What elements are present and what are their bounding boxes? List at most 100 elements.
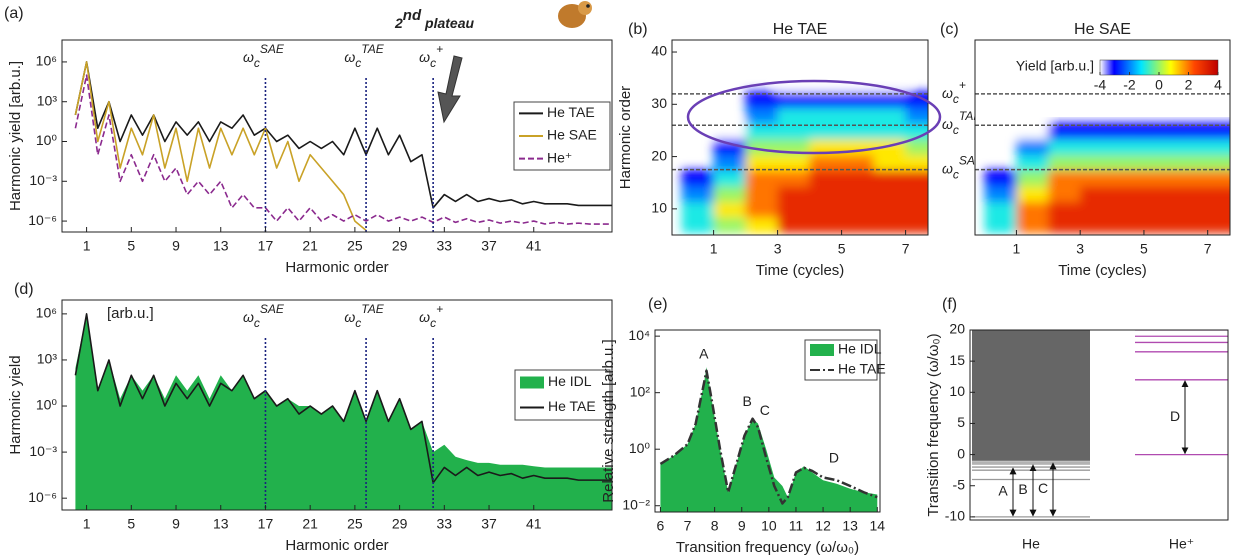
omega-sub: c xyxy=(430,56,436,70)
heat-cell xyxy=(1048,122,1082,140)
species-label: He⁺ xyxy=(1169,536,1194,552)
transition-label: B xyxy=(1018,481,1027,497)
highlight-ellipse xyxy=(686,79,942,155)
heat-cell xyxy=(809,153,843,171)
plot-content xyxy=(659,367,878,512)
x-tick-label: 6 xyxy=(657,518,665,534)
x-tick-label: 7 xyxy=(684,518,692,534)
peak-label: B xyxy=(742,393,751,409)
heat-cell xyxy=(841,106,875,124)
omega-sub: c xyxy=(953,168,959,182)
heat-cell xyxy=(873,91,907,108)
x-tick-label: 25 xyxy=(347,238,363,254)
mascot-head xyxy=(578,1,592,15)
heat-cell xyxy=(1143,201,1177,218)
heat-cell xyxy=(905,185,928,203)
y-tick-label: 10² xyxy=(630,383,651,399)
heat-cell xyxy=(984,169,1018,187)
y-tick-label: 20 xyxy=(949,321,965,337)
heat-cell xyxy=(1207,122,1230,140)
heat-cell xyxy=(873,122,907,140)
heat-cell xyxy=(1143,138,1177,155)
heat-cell xyxy=(681,169,715,187)
panel: 1 3 5 7 (c) He SAE Time (cycles) Yield [arb.u.]… xyxy=(940,21,1231,279)
heat-cell xyxy=(1016,138,1050,155)
panel: 6 7 8 9 10 11 12 13 14 10⁻² 10⁰ 10² 10⁴ (e) Transition… xyxy=(600,296,886,556)
heat-cell xyxy=(841,201,875,218)
heat-cell xyxy=(873,201,907,218)
omega-sup: + xyxy=(436,42,443,56)
x-tick-label: 1 xyxy=(83,516,91,532)
y-tick-label: 10⁴ xyxy=(628,327,650,343)
heat-cell xyxy=(1112,201,1145,218)
colorbar-tick-label: -4 xyxy=(1094,77,1107,93)
x-tick-label: 21 xyxy=(302,238,318,254)
line xyxy=(74,61,612,209)
peak-label: A xyxy=(699,345,709,361)
pointer-arrow xyxy=(437,55,463,124)
heat-cell xyxy=(905,138,928,155)
panel: ωcSAE ωcTAE ωc+1 5 9 13 17 21 25 29 33 37 4110⁻⁶10⁻³… xyxy=(7,281,613,554)
x-tick-label: 29 xyxy=(392,238,408,254)
x-tick-label: 1 xyxy=(1013,241,1021,257)
heat-cell xyxy=(777,201,811,218)
heat-cell xyxy=(841,185,875,203)
omega-sup: TAE xyxy=(361,302,384,316)
colorbar-tick-label: -2 xyxy=(1123,77,1136,93)
mascot-eye xyxy=(586,4,590,8)
heat-cell xyxy=(905,153,928,171)
x-tick-label: 33 xyxy=(437,238,453,254)
heat-cell xyxy=(873,153,907,171)
omega-label: ωc+ xyxy=(419,42,443,70)
heat-cell xyxy=(1016,201,1050,218)
omega-sub: c xyxy=(355,56,361,70)
plot-content: A B C D xyxy=(972,330,1228,518)
colorbar-tick-label: 2 xyxy=(1185,77,1193,93)
heat-cell xyxy=(873,169,907,187)
legend-label: He SAE xyxy=(547,127,597,143)
panel: ωcSAE ωcTAE ωc+1 5 9 13 17 21 25 29 33 37 4110⁻⁶10⁻³… xyxy=(4,5,613,276)
heat-cell xyxy=(984,201,1018,218)
heat-cell xyxy=(1175,153,1209,171)
heat-cell xyxy=(1207,138,1230,155)
decorations xyxy=(437,1,942,155)
heat-cell xyxy=(1175,185,1209,203)
heat-cell xyxy=(681,201,715,218)
heat-cell xyxy=(1143,122,1177,140)
x-tick-label: 9 xyxy=(172,238,180,254)
area xyxy=(75,313,612,510)
panel: 1 3 5 7 10 20 30 40(b) He TAE Time (cycles) Harmon… xyxy=(617,21,929,279)
heat-cell xyxy=(777,138,811,155)
omega-symbol: ω xyxy=(942,160,953,176)
y-tick-label: 10 xyxy=(949,383,965,399)
annotation-sup: nd xyxy=(403,7,422,24)
x-axis-title: Harmonic order xyxy=(285,259,388,276)
x-tick-label: 13 xyxy=(213,238,229,254)
heat-cell xyxy=(745,91,779,108)
heat-cell xyxy=(1112,138,1145,155)
y-tick-label: 0 xyxy=(957,445,965,461)
heat-cell xyxy=(905,201,928,218)
heat-cell xyxy=(745,169,779,187)
heat-cell xyxy=(713,201,747,218)
frame xyxy=(654,329,881,513)
heat-cell xyxy=(809,106,843,124)
heat-cell xyxy=(1048,185,1082,203)
heat-cell xyxy=(1080,153,1114,171)
y-tick-label: 10⁶ xyxy=(36,53,57,69)
y-axis-title: Harmonic yield [arb.u.] xyxy=(7,61,24,211)
x-tick-label: 25 xyxy=(347,516,363,532)
y-tick-label: 10⁶ xyxy=(36,305,57,321)
line xyxy=(659,369,878,505)
frame xyxy=(61,299,613,511)
x-tick-label: 5 xyxy=(127,238,135,254)
panel-label: (a) xyxy=(4,5,24,22)
omega-label: ωcTAE xyxy=(344,302,384,330)
y-tick-label: 10⁰ xyxy=(36,132,58,148)
heat-cell xyxy=(777,91,811,108)
line xyxy=(74,74,612,225)
x-tick-label: 11 xyxy=(789,518,804,534)
plot-content xyxy=(74,313,612,510)
plot-content xyxy=(74,61,612,231)
